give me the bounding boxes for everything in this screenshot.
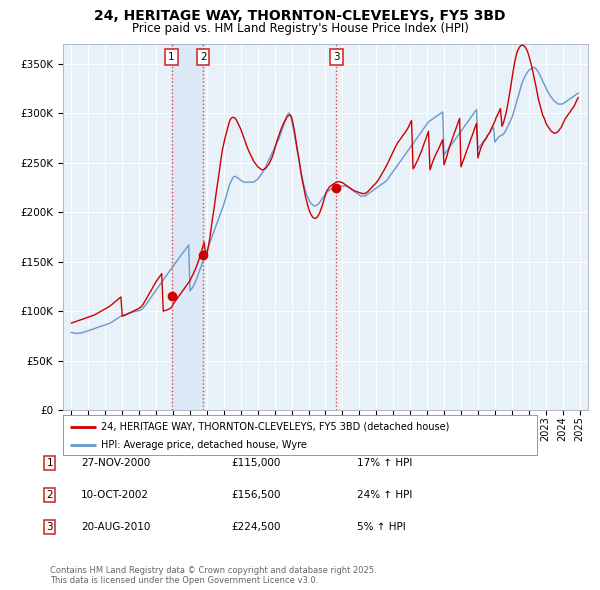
- Text: £156,500: £156,500: [231, 490, 281, 500]
- Text: 3: 3: [333, 52, 340, 62]
- Text: £115,000: £115,000: [231, 458, 280, 468]
- Text: 1: 1: [46, 458, 53, 468]
- Text: HPI: Average price, detached house, Wyre: HPI: Average price, detached house, Wyre: [101, 441, 307, 450]
- Text: 24, HERITAGE WAY, THORNTON-CLEVELEYS, FY5 3BD: 24, HERITAGE WAY, THORNTON-CLEVELEYS, FY…: [94, 9, 506, 23]
- Text: 5% ↑ HPI: 5% ↑ HPI: [357, 522, 406, 532]
- Text: Contains HM Land Registry data © Crown copyright and database right 2025.
This d: Contains HM Land Registry data © Crown c…: [50, 566, 376, 585]
- Text: 2: 2: [200, 52, 206, 62]
- Text: 24% ↑ HPI: 24% ↑ HPI: [357, 490, 412, 500]
- Text: Price paid vs. HM Land Registry's House Price Index (HPI): Price paid vs. HM Land Registry's House …: [131, 22, 469, 35]
- Text: 24, HERITAGE WAY, THORNTON-CLEVELEYS, FY5 3BD (detached house): 24, HERITAGE WAY, THORNTON-CLEVELEYS, FY…: [101, 422, 449, 432]
- Text: 1: 1: [168, 52, 175, 62]
- Text: 27-NOV-2000: 27-NOV-2000: [81, 458, 150, 468]
- Text: 17% ↑ HPI: 17% ↑ HPI: [357, 458, 412, 468]
- Text: 10-OCT-2002: 10-OCT-2002: [81, 490, 149, 500]
- Bar: [172, 44, 203, 410]
- Text: 2: 2: [46, 490, 53, 500]
- Text: £224,500: £224,500: [231, 522, 281, 532]
- Text: 20-AUG-2010: 20-AUG-2010: [81, 522, 151, 532]
- Text: 3: 3: [46, 522, 53, 532]
